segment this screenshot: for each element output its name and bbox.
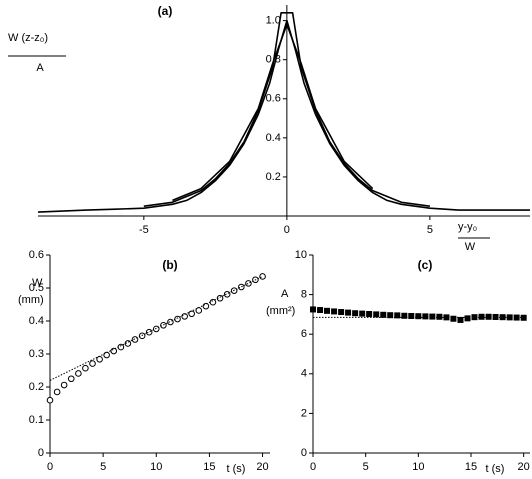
data-point: [366, 311, 373, 318]
x-tick-label: 15: [203, 461, 215, 473]
data-line: [143, 12, 431, 207]
data-point: [60, 381, 68, 389]
x-tick-label: 10: [412, 461, 424, 473]
data-point: [188, 310, 195, 318]
data-point: [317, 307, 324, 314]
y-tick-label: 0.1: [29, 414, 44, 426]
x-axis-label: t (s): [486, 463, 505, 475]
y-tick-label: 0.6: [29, 249, 44, 261]
data-point: [96, 355, 103, 363]
x-tick-label: 20: [518, 461, 530, 473]
x-axis-label: y-y₀: [458, 221, 477, 233]
panel-title: (b): [162, 258, 177, 272]
data-point: [238, 283, 245, 291]
data-point: [181, 313, 188, 320]
data-line: [37, 19, 530, 213]
x-tick-label: 10: [150, 461, 162, 473]
y-tick-label: 0: [38, 447, 44, 459]
y-tick-label: 0.4: [29, 315, 44, 327]
x-tick-label: 0: [310, 461, 316, 473]
y-axis-label: A: [281, 288, 289, 300]
y-tick-label: 6: [301, 328, 307, 340]
data-point: [471, 314, 478, 321]
data-point: [478, 313, 485, 320]
data-point: [75, 370, 82, 377]
data-point: [89, 360, 96, 367]
data-point: [103, 351, 110, 359]
panel-title: (c): [418, 258, 433, 272]
x-tick-label: -5: [139, 224, 149, 236]
data-point: [310, 306, 316, 313]
data-point: [82, 364, 89, 372]
y-tick-label: 4: [301, 368, 307, 380]
data-point: [457, 316, 464, 323]
data-point: [450, 315, 457, 322]
data-point: [331, 308, 338, 315]
y-tick-label: 0.2: [29, 381, 44, 393]
data-point: [338, 309, 345, 316]
data-point: [145, 328, 153, 336]
data-point: [359, 310, 366, 317]
x-tick-label: 20: [256, 461, 268, 473]
data-point: [387, 312, 394, 319]
y-tick-label: 10: [295, 249, 307, 261]
data-point: [110, 347, 118, 355]
data-point: [429, 313, 436, 320]
y-tick-label: 0.2: [266, 171, 281, 183]
x-tick-label: 15: [465, 461, 477, 473]
panel-title: (a): [158, 4, 173, 18]
y-tick-label: 8: [301, 289, 307, 301]
data-point: [408, 312, 415, 319]
data-line: [172, 23, 374, 202]
y-axis-label: (mm²): [266, 305, 295, 317]
x-tick-label: 5: [363, 461, 369, 473]
data-point: [53, 388, 61, 396]
x-axis-label: t (s): [227, 463, 246, 475]
data-point: [422, 313, 429, 320]
data-point: [436, 313, 443, 320]
y-tick-label: 1.0: [266, 15, 281, 27]
data-point: [373, 311, 380, 318]
y-tick-label: 0.4: [266, 132, 281, 144]
data-point: [324, 307, 331, 314]
x-tick-label: 0: [47, 461, 53, 473]
y-tick-label: 0.5: [29, 282, 44, 294]
data-point: [46, 396, 54, 404]
y-axis-label: W (z-z₀): [8, 32, 48, 44]
data-point: [259, 273, 266, 280]
data-point: [380, 311, 387, 318]
data-point: [352, 310, 359, 317]
data-point: [202, 302, 210, 310]
y-axis-label: (mm): [18, 294, 44, 306]
data-point: [485, 313, 492, 320]
x-tick-label: 5: [427, 224, 433, 236]
data-point: [245, 280, 252, 287]
x-tick-label: 5: [100, 461, 106, 473]
y-tick-label: 2: [301, 407, 307, 419]
x-tick-label: 0: [284, 224, 290, 236]
data-point: [464, 315, 471, 322]
data-point: [345, 309, 352, 316]
fit-line: [49, 275, 263, 381]
y-tick-label: 0.6: [266, 93, 281, 105]
data-point: [415, 313, 422, 320]
data-point: [117, 343, 125, 351]
y-axis-label: W: [32, 277, 43, 289]
y-tick-label: 0: [301, 447, 307, 459]
data-point: [67, 375, 75, 383]
data-point: [401, 312, 408, 319]
y-tick-label: 0.3: [29, 348, 44, 360]
x-axis-label: W: [465, 241, 476, 253]
y-axis-label: A: [36, 62, 44, 74]
